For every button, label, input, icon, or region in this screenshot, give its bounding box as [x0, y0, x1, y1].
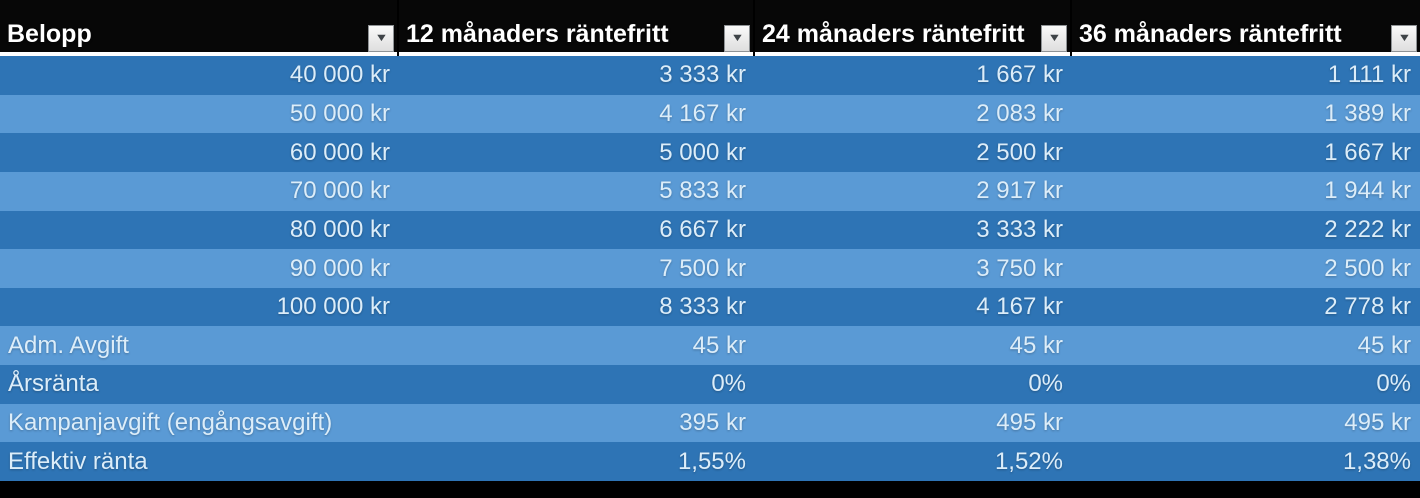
table-row: 100 000 kr 8 333 kr 4 167 kr 2 778 kr — [0, 287, 1420, 327]
table-cell[interactable]: Årsränta — [8, 370, 99, 398]
table-cell[interactable]: Adm. Avgift — [8, 331, 129, 359]
table-cell[interactable]: 45 kr — [692, 331, 746, 359]
table-cell[interactable]: 2 917 kr — [976, 177, 1063, 205]
table-row: 50 000 kr 4 167 kr 2 083 kr 1 389 kr — [0, 94, 1420, 134]
table-body: 40 000 kr 3 333 kr 1 667 kr 1 111 kr 50 … — [0, 56, 1420, 482]
table-cell[interactable]: 2 500 kr — [976, 138, 1063, 166]
table-cell[interactable]: 1 111 kr — [1327, 61, 1411, 89]
header-cell-belopp: Belopp ▼ — [0, 0, 399, 56]
table-row: Adm. Avgift 45 kr 45 kr 45 kr — [0, 326, 1420, 366]
table-cell[interactable]: 3 750 kr — [976, 254, 1063, 282]
header-cell-24-months: 24 månaders räntefritt ▼ — [755, 0, 1072, 56]
table-row: 60 000 kr 5 000 kr 2 500 kr 1 667 kr — [0, 133, 1420, 172]
table-cell[interactable]: 3 333 kr — [659, 61, 746, 89]
table-cell[interactable]: 100 000 kr — [276, 293, 390, 321]
filter-dropdown-button[interactable]: ▼ — [368, 25, 394, 52]
header-cell-36-months: 36 månaders räntefritt ▼ — [1072, 0, 1420, 56]
table-cell[interactable]: 2 083 kr — [976, 99, 1063, 127]
table-cell[interactable]: 0% — [711, 370, 746, 398]
table-cell[interactable]: 395 kr — [679, 409, 746, 437]
table-row: 40 000 kr 3 333 kr 1 667 kr 1 111 kr — [0, 56, 1420, 95]
table-row: 70 000 kr 5 833 kr 2 917 kr 1 944 kr — [0, 171, 1420, 211]
table-cell[interactable]: 3 333 kr — [976, 215, 1063, 243]
table-cell[interactable]: 1,55% — [677, 447, 746, 475]
table-cell[interactable]: 1,38% — [1342, 447, 1411, 475]
filter-dropdown-button[interactable]: ▼ — [724, 25, 750, 52]
table-cell[interactable]: 0% — [1028, 370, 1063, 398]
table-cell[interactable]: 80 000 kr — [289, 215, 390, 243]
table-cell[interactable]: 495 kr — [996, 409, 1063, 437]
caret-down-icon: ▼ — [1396, 32, 1412, 44]
table-cell[interactable]: 8 333 kr — [659, 293, 746, 321]
table-cell[interactable]: 1,52% — [994, 447, 1063, 475]
table-cell[interactable]: 2 778 kr — [1324, 293, 1411, 321]
table-cell[interactable]: Kampanjavgift (engångsavgift) — [8, 409, 333, 437]
table-row: Effektiv ränta 1,55% 1,52% 1,38% — [0, 442, 1420, 482]
caret-down-icon: ▼ — [729, 32, 745, 44]
table-cell[interactable]: 1 667 kr — [976, 61, 1063, 89]
column-header-label: 12 månaders räntefritt — [406, 20, 669, 48]
column-header-label: 24 månaders räntefritt — [762, 20, 1025, 48]
table-cell[interactable]: 45 kr — [1009, 331, 1063, 359]
table-cell[interactable]: 5 833 kr — [659, 177, 746, 205]
table-cell[interactable]: 45 kr — [1357, 331, 1411, 359]
table-cell[interactable]: 0% — [1376, 370, 1411, 398]
table-cell[interactable]: 60 000 kr — [289, 138, 390, 166]
table-cell[interactable]: 90 000 kr — [289, 254, 390, 282]
caret-down-icon: ▼ — [373, 32, 389, 44]
table-cell[interactable]: 4 167 kr — [659, 99, 746, 127]
table-cell[interactable]: 4 167 kr — [976, 293, 1063, 321]
table-cell[interactable]: 6 667 kr — [659, 215, 746, 243]
table-header-row: Belopp ▼ 12 månaders räntefritt ▼ 24 mån… — [0, 0, 1420, 56]
table-cell[interactable]: 1 944 kr — [1324, 177, 1411, 205]
table-row: 90 000 kr 7 500 kr 3 750 kr 2 500 kr — [0, 249, 1420, 288]
table-row: 80 000 kr 6 667 kr 3 333 kr 2 222 kr — [0, 210, 1420, 250]
table-cell[interactable]: 70 000 kr — [289, 177, 390, 205]
table-cell[interactable]: Effektiv ränta — [8, 447, 148, 475]
table-cell[interactable]: 495 kr — [1344, 409, 1411, 437]
table-row: Årsränta 0% 0% 0% — [0, 365, 1420, 404]
table-cell[interactable]: 1 389 kr — [1324, 99, 1411, 127]
table-cell[interactable]: 2 500 kr — [1324, 254, 1411, 282]
table-cell[interactable]: 1 667 kr — [1324, 138, 1411, 166]
table-cell[interactable]: 40 000 kr — [289, 61, 390, 89]
caret-down-icon: ▼ — [1046, 32, 1062, 44]
column-header-label: Belopp — [7, 20, 92, 48]
table-cell[interactable]: 5 000 kr — [659, 138, 746, 166]
table-cell[interactable]: 50 000 kr — [289, 99, 390, 127]
filter-dropdown-button[interactable]: ▼ — [1391, 25, 1417, 52]
header-cell-12-months: 12 månaders räntefritt ▼ — [399, 0, 755, 56]
filter-dropdown-button[interactable]: ▼ — [1041, 25, 1067, 52]
table-row: Kampanjavgift (engångsavgift) 395 kr 495… — [0, 403, 1420, 443]
table-cell[interactable]: 7 500 kr — [659, 254, 746, 282]
column-header-label: 36 månaders räntefritt — [1079, 20, 1342, 48]
table-cell[interactable]: 2 222 kr — [1324, 215, 1411, 243]
